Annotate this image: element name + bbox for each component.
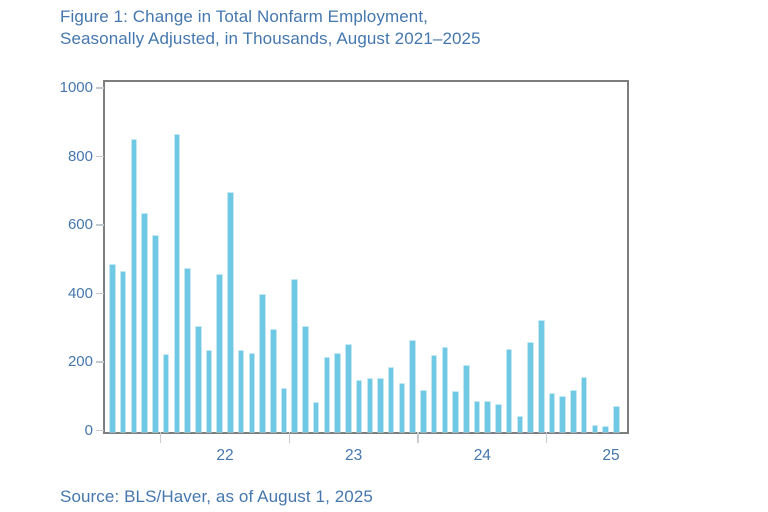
y-axis-tick-label: 0 — [84, 421, 93, 439]
y-axis-tick-label: 1000 — [59, 79, 93, 96]
x-axis-year-tick — [545, 432, 548, 443]
bar-month-change — [592, 425, 598, 432]
bar-month-change — [271, 330, 276, 432]
y-axis-tick-label: 600 — [67, 216, 93, 233]
bar-month-change — [528, 342, 533, 432]
figure-title: Figure 1: Change in Total Nonfarm Employ… — [60, 6, 481, 50]
source-note: Source: BLS/Haver, as of August 1, 2025 — [60, 487, 373, 506]
bar-month-change — [120, 271, 126, 432]
bar-month-change — [228, 193, 233, 432]
bar-month-change — [388, 367, 394, 432]
bar-month-change — [421, 391, 426, 432]
bar-month-change — [571, 390, 576, 432]
x-axis-year-tick — [417, 432, 419, 443]
bar-month-change — [549, 393, 555, 432]
bar-month-change — [281, 388, 287, 432]
figure-title-line1: Figure 1: Change in Total Nonfarm Employ… — [60, 7, 428, 26]
y-axis-tick — [96, 87, 104, 89]
bar-month-change — [196, 326, 201, 432]
bar-month-change — [292, 280, 297, 432]
figure-title-line2: Seasonally Adjusted, in Thousands, Augus… — [60, 29, 481, 48]
y-axis-tick — [96, 361, 104, 363]
x-axis-year-label: 24 — [473, 447, 491, 464]
employment-bar-chart: 0 200 400 600 800 1000 22 23 24 25 — [60, 79, 627, 464]
bar-month-change — [367, 379, 373, 432]
bar-month-change — [356, 381, 362, 432]
bar-month-change — [260, 294, 265, 432]
bar-month-change — [453, 391, 458, 432]
bar-month-change — [313, 402, 319, 432]
bar-month-change — [496, 405, 501, 432]
bar-month-change — [217, 274, 222, 432]
bar-month-change — [410, 341, 415, 432]
bar-month-change — [539, 321, 544, 432]
bar-month-change — [110, 264, 115, 432]
bar-month-change — [174, 134, 180, 432]
bar-month-change — [474, 402, 480, 432]
bar-month-change — [399, 384, 405, 432]
bar-month-change — [346, 344, 351, 432]
bar-month-change — [335, 353, 340, 432]
bar-month-change — [442, 347, 448, 432]
y-axis-tick — [96, 292, 104, 295]
bar-month-change — [303, 326, 308, 432]
bar-month-change — [185, 269, 190, 432]
bar-month-change — [131, 139, 137, 432]
bar-month-change — [206, 350, 212, 432]
bar-month-change — [431, 355, 437, 432]
y-axis-tick-label: 200 — [67, 353, 93, 370]
x-axis-year-tick — [288, 432, 291, 443]
y-axis-tick-label: 800 — [67, 147, 93, 165]
x-axis-year-label: 23 — [345, 447, 363, 464]
bar-month-change — [464, 365, 469, 432]
bar-month-change — [163, 355, 169, 432]
bar-month-change — [238, 350, 244, 432]
x-axis-year-label: 25 — [602, 447, 620, 464]
bar-month-change — [506, 349, 512, 432]
bar-month-change — [485, 401, 490, 432]
bar-month-change — [153, 235, 158, 432]
bar-month-change — [249, 353, 255, 432]
y-axis-tick — [96, 155, 104, 158]
y-axis-tick — [96, 429, 104, 432]
bar-month-change — [324, 358, 330, 432]
bar-month-change — [581, 377, 587, 432]
y-axis-tick — [96, 224, 104, 226]
bar-month-change — [603, 427, 608, 432]
bar-month-change — [560, 397, 565, 432]
bar-month-change — [378, 378, 383, 432]
x-axis-year-tick — [159, 432, 162, 443]
x-axis-year-label: 22 — [216, 447, 234, 464]
y-axis-tick-label: 400 — [67, 284, 93, 302]
bar-month-change — [517, 416, 523, 432]
bar-month-change — [614, 407, 619, 432]
bar-month-change — [142, 214, 147, 432]
